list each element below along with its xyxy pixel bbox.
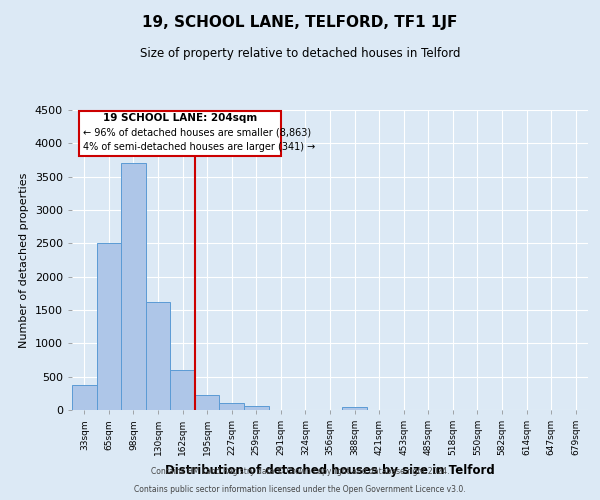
Y-axis label: Number of detached properties: Number of detached properties xyxy=(19,172,29,348)
Text: Size of property relative to detached houses in Telford: Size of property relative to detached ho… xyxy=(140,48,460,60)
Bar xyxy=(121,164,146,410)
Text: 19 SCHOOL LANE: 204sqm: 19 SCHOOL LANE: 204sqm xyxy=(103,112,257,122)
Bar xyxy=(195,394,220,410)
FancyBboxPatch shape xyxy=(79,110,281,156)
Bar xyxy=(220,404,244,410)
Bar xyxy=(97,244,121,410)
Bar xyxy=(342,408,367,410)
Text: Contains public sector information licensed under the Open Government Licence v3: Contains public sector information licen… xyxy=(134,485,466,494)
Bar xyxy=(72,384,97,410)
Bar xyxy=(170,370,195,410)
X-axis label: Distribution of detached houses by size in Telford: Distribution of detached houses by size … xyxy=(165,464,495,476)
Text: 19, SCHOOL LANE, TELFORD, TF1 1JF: 19, SCHOOL LANE, TELFORD, TF1 1JF xyxy=(142,15,458,30)
Text: ← 96% of detached houses are smaller (8,863): ← 96% of detached houses are smaller (8,… xyxy=(83,127,311,137)
Bar xyxy=(244,406,269,410)
Text: Contains HM Land Registry data © Crown copyright and database right 2024.: Contains HM Land Registry data © Crown c… xyxy=(151,467,449,476)
Text: 4% of semi-detached houses are larger (341) →: 4% of semi-detached houses are larger (3… xyxy=(83,142,315,152)
Bar xyxy=(146,302,170,410)
